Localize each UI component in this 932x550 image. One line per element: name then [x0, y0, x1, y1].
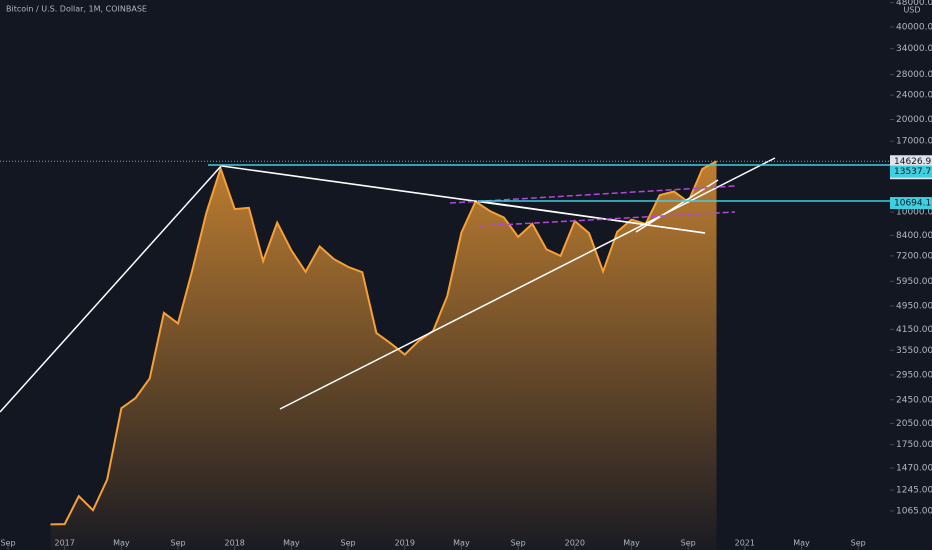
last-price-label: 14626.95 — [894, 157, 932, 167]
trend-line — [279, 157, 776, 410]
y-tick-label: 10000.00 — [896, 208, 932, 218]
x-tick-label: 2021 — [735, 539, 755, 548]
y-unit: USD — [903, 6, 920, 15]
drawings — [0, 157, 890, 413]
y-tick-label: 1750.00 — [896, 440, 932, 450]
trend-line — [477, 200, 706, 234]
trend-line — [0, 164, 223, 413]
level-label: 13537.73 — [894, 167, 932, 177]
trend-line — [635, 179, 719, 233]
x-tick-label: May — [283, 539, 300, 548]
y-tick-label: 1470.00 — [896, 463, 932, 473]
x-tick-label: 2019 — [395, 539, 415, 548]
chart-title: Bitcoin / U.S. Dollar, 1M, COINBASE — [6, 5, 147, 14]
y-tick-label: 4950.00 — [896, 301, 932, 311]
x-tick-label: 2018 — [225, 539, 245, 548]
y-tick-label: 34000.00 — [896, 44, 932, 54]
level-box — [890, 165, 932, 178]
x-tick-label: Sep — [171, 539, 186, 548]
y-tick-label: 20000.00 — [896, 115, 932, 125]
y-tick-label: 4150.00 — [896, 325, 932, 335]
x-tick-label: May — [113, 539, 130, 548]
x-tick-label: Sep — [851, 539, 866, 548]
y-tick-label: 28000.00 — [896, 70, 932, 80]
y-tick-label: 17000.00 — [896, 137, 932, 147]
x-tick-label: Sep — [511, 539, 526, 548]
x-tick-label: Sep — [341, 539, 356, 548]
x-tick-label: Sep — [0, 539, 15, 548]
x-tick-label: 2017 — [55, 539, 75, 548]
y-tick-label: 1245.00 — [896, 486, 932, 496]
y-tick-label: 2950.00 — [896, 370, 932, 380]
y-tick-label: 2050.00 — [896, 419, 932, 429]
level-box — [890, 197, 932, 210]
y-tick-label: 1065.00 — [896, 506, 932, 516]
area — [50, 161, 717, 550]
y-tick-label: 7200.00 — [896, 251, 932, 261]
y-tick-label: 48000.00 — [896, 0, 932, 8]
y-tick-label: 3550.00 — [896, 346, 932, 356]
y-tick-label: 8400.00 — [896, 231, 932, 241]
price-line — [50, 160, 717, 526]
area-layer — [50, 160, 717, 550]
y-tick-label: 5950.00 — [896, 277, 932, 287]
x-tick-label: Sep — [681, 539, 696, 548]
channel-line — [479, 211, 736, 227]
channel-line — [449, 185, 736, 204]
x-tick-label: May — [793, 539, 810, 548]
last-price-box — [890, 155, 932, 168]
x-tick-label: 2020 — [565, 539, 585, 548]
y-tick-label: 2450.00 — [896, 395, 932, 405]
y-tick-label: 40000.00 — [896, 22, 932, 32]
x-tick-label: May — [623, 539, 640, 548]
level-label: 10694.18 — [894, 199, 932, 209]
x-tick-label: May — [453, 539, 470, 548]
y-tick-label: 24000.00 — [896, 91, 932, 101]
